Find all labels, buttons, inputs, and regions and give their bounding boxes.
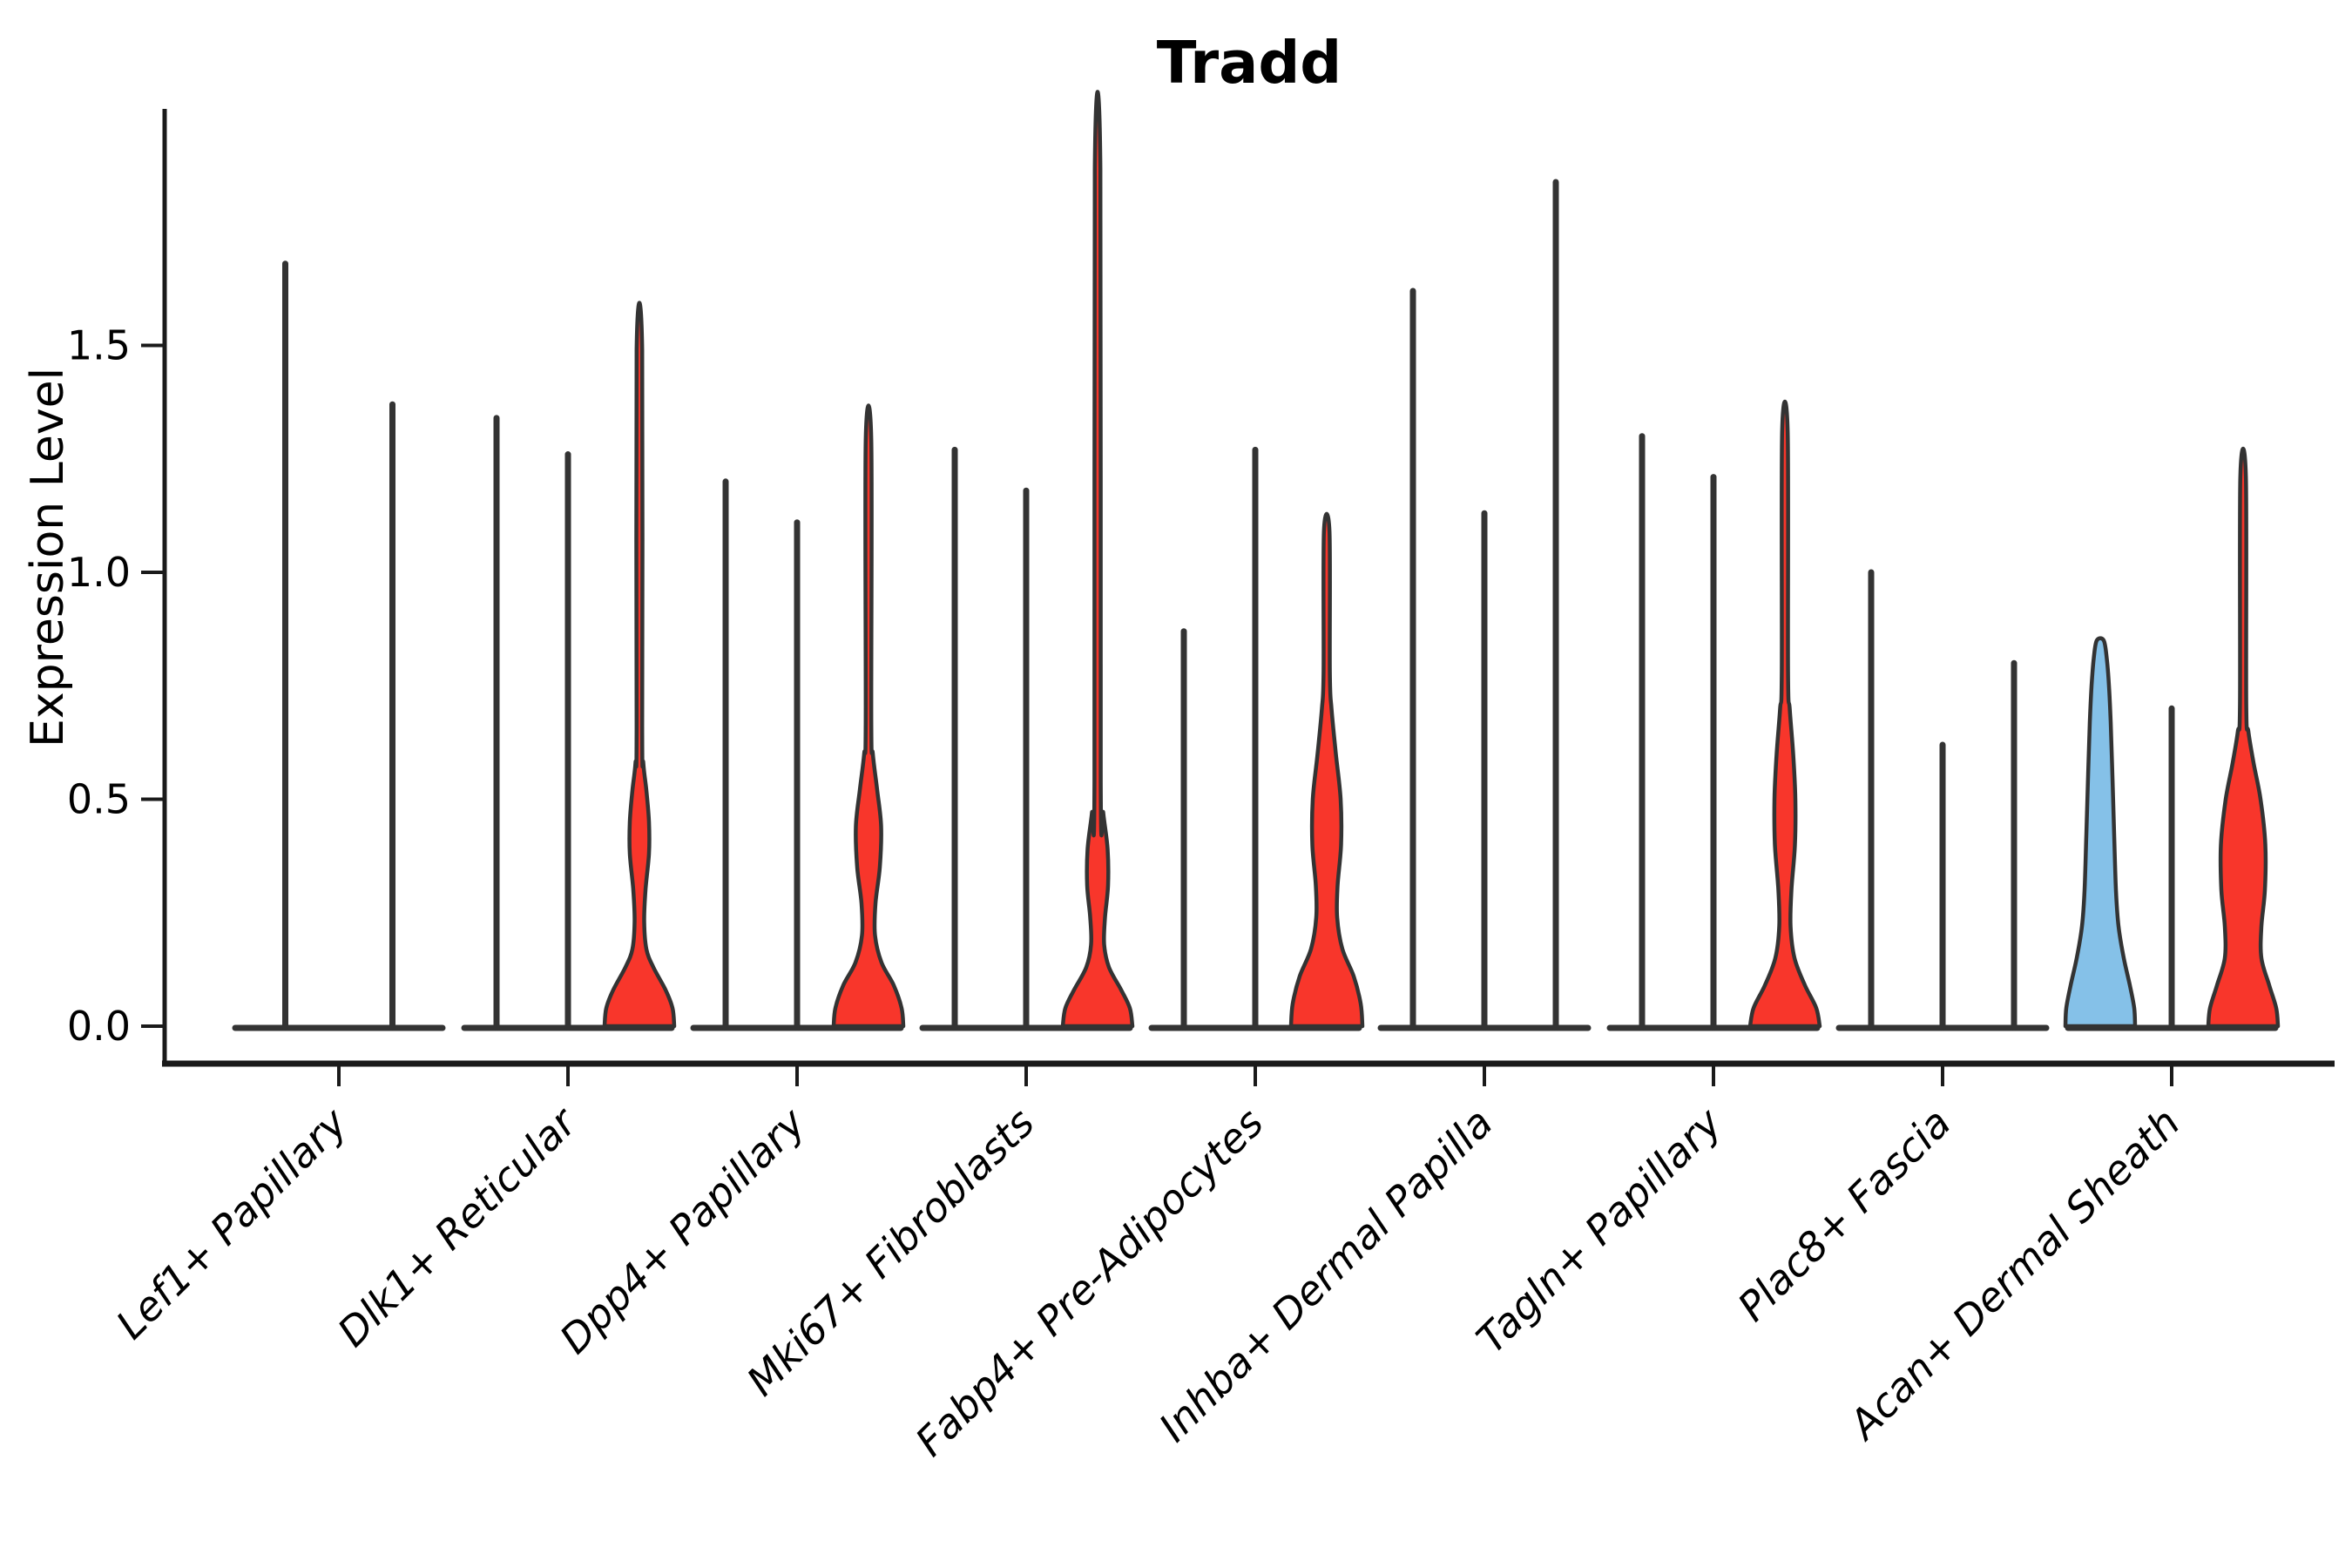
violin-group bbox=[2063, 446, 2281, 1031]
violin-group bbox=[690, 403, 906, 1031]
violin-group bbox=[1148, 446, 1365, 1031]
y-tick-label: 0.5 bbox=[67, 776, 131, 823]
violin-group bbox=[1606, 399, 1822, 1031]
x-tick-label: Dlk1+ Reticular bbox=[328, 1097, 587, 1355]
y-tick-label: 0.0 bbox=[67, 1003, 131, 1050]
violin-red bbox=[602, 301, 677, 1029]
violin-red bbox=[831, 403, 906, 1029]
x-tick-label: Plac8+ Fascia bbox=[1728, 1099, 1959, 1330]
x-tick-label: Lef1+ Papillary bbox=[107, 1098, 356, 1348]
x-tick-label: Dpp4+ Papillary bbox=[551, 1098, 814, 1362]
violin-group bbox=[1835, 569, 2050, 1031]
y-tick-label: 1.0 bbox=[67, 549, 131, 596]
x-tick-label: Tagln+ Papillary bbox=[1467, 1098, 1731, 1362]
y-tick-label: 1.5 bbox=[67, 322, 131, 369]
violins-layer bbox=[232, 90, 2281, 1031]
violin-group bbox=[919, 90, 1135, 1031]
violin-blue bbox=[2063, 636, 2138, 1029]
violin-group bbox=[232, 260, 446, 1031]
y-axis-label: Expression Level bbox=[22, 368, 74, 747]
chart-title: Tradd bbox=[1157, 29, 1342, 97]
violin-group bbox=[461, 301, 677, 1031]
violin-group bbox=[1377, 179, 1592, 1031]
violin-red bbox=[2206, 446, 2281, 1029]
violin-red bbox=[1060, 90, 1135, 1029]
violin-red bbox=[1747, 399, 1822, 1029]
violin-red bbox=[1288, 511, 1365, 1029]
